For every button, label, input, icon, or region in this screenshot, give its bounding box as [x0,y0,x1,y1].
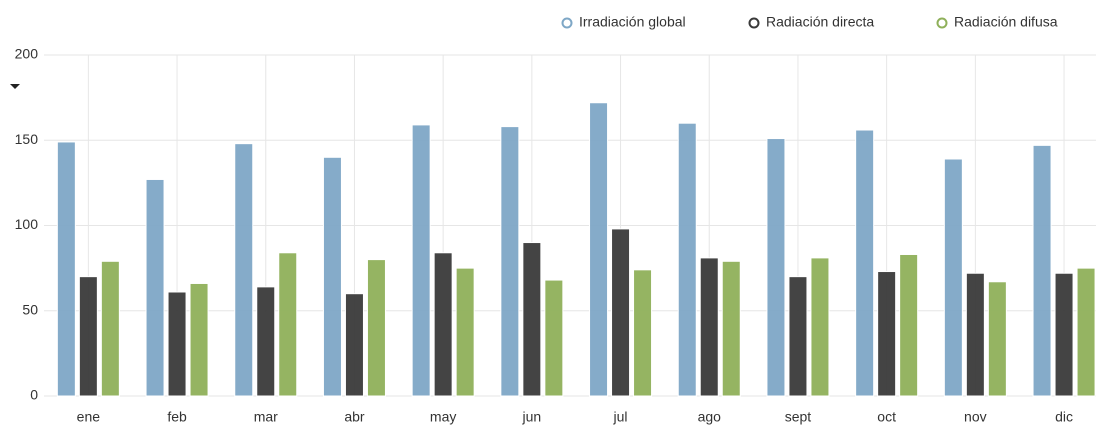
bar [344,293,364,397]
y-tick-label: 100 [15,216,39,232]
legend-label[interactable]: Radiación directa [766,14,874,30]
x-tick-label: oct [877,409,896,425]
bar [965,272,985,397]
bar [987,281,1007,397]
bar [544,279,564,397]
bar [56,141,76,397]
bar [1054,272,1074,397]
x-tick-label: feb [167,409,187,425]
bar [522,242,542,397]
legend-marker [936,17,948,29]
bar [810,257,830,397]
bar [411,124,431,397]
bar [366,259,386,397]
y-tick-label: 200 [15,46,39,62]
bar [234,143,254,397]
menu-caret[interactable] [10,84,20,89]
bar [899,253,919,397]
bar [611,228,631,397]
bar [855,129,875,397]
bar [78,276,98,397]
x-tick-label: sept [785,409,812,425]
x-tick-label: dic [1055,409,1073,425]
bar [633,269,653,397]
bar [256,286,276,397]
bar [189,282,209,397]
legend-marker [561,17,573,29]
x-tick-label: may [430,409,456,425]
bar [788,276,808,397]
x-tick-label: ago [698,409,722,425]
x-tick-label: mar [254,409,278,425]
bar [589,102,609,397]
bar [943,158,963,397]
bar [1032,144,1052,397]
y-tick-label: 150 [15,131,39,147]
bar [455,267,475,397]
bar [322,156,342,397]
bar [145,178,165,397]
bar [766,138,786,397]
legend-marker [748,17,760,29]
bar [167,291,187,397]
bar [433,252,453,397]
bar [1076,267,1096,397]
y-tick-label: 0 [30,387,38,403]
x-tick-label: jun [522,409,542,425]
legend-label[interactable]: Irradiación global [579,14,686,30]
bar [500,126,520,397]
legend-label[interactable]: Radiación difusa [954,14,1058,30]
x-tick-label: ene [77,409,101,425]
bar [699,257,719,397]
bar [677,122,697,397]
x-tick-label: jul [613,409,628,425]
x-tick-label: abr [344,409,365,425]
bar [877,271,897,397]
y-tick-label: 50 [22,301,38,317]
bar [721,260,741,397]
bar [278,252,298,397]
x-tick-label: nov [964,409,987,425]
bar [100,260,120,397]
